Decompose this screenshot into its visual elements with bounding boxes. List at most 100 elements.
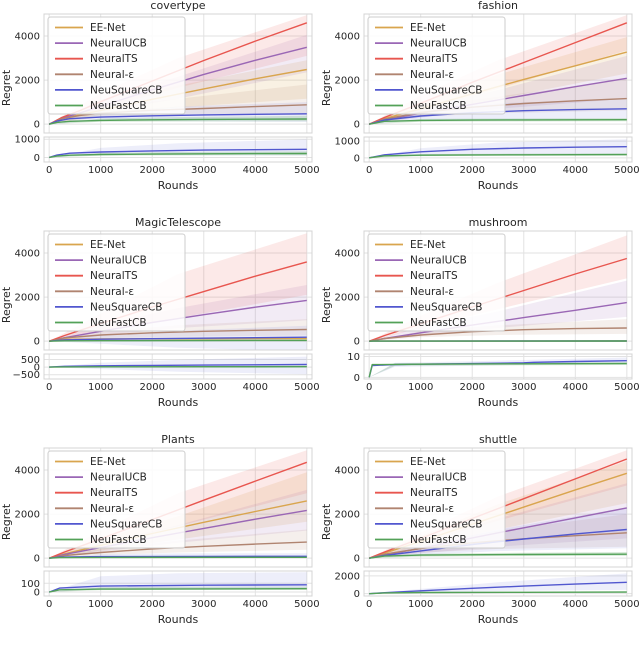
chart-svg-mushroom: 0 2000 4000 0 10 0 1000 2000 3000 4000 5000 mushroo… — [320, 216, 640, 409]
x-tick-label: 0 — [46, 382, 52, 393]
x-tick-label: 3000 — [511, 382, 536, 393]
legend: EE-Net NeuralUCB NeuralTS Neural-ε NeuSquare… — [367, 450, 506, 549]
x-tick-label: 1000 — [88, 165, 113, 176]
sub-plot-frame — [363, 353, 633, 380]
y-axis-label: Regret — [0, 69, 13, 106]
series-line-NeuFastCB — [49, 587, 307, 593]
series-line-Neural-ε — [369, 327, 627, 342]
main-lines-group — [368, 257, 628, 342]
legend-label-NeuralUCB: NeuralUCB — [90, 472, 147, 484]
legend-label-NeuralTS: NeuralTS — [90, 270, 138, 282]
x-tick-label: 0 — [366, 165, 372, 176]
confidence-band-NeuSquareCB — [49, 572, 307, 593]
sub-plot-frame — [43, 353, 313, 380]
legend: EE-Net NeuralUCB NeuralTS Neural-ε NeuSquare… — [47, 450, 186, 549]
legend-label-Neural-ε: Neural-ε — [410, 503, 454, 515]
main-y-tick-label: 2000 — [15, 76, 40, 87]
main-y-tick-label: 2000 — [15, 293, 40, 304]
y-axis-label: Regret — [320, 286, 333, 323]
legend-label-Neural-ε: Neural-ε — [90, 286, 134, 298]
x-axis-label: Rounds — [478, 396, 519, 409]
main-y-tick-label: 0 — [354, 554, 360, 565]
x-tick-label: 1000 — [408, 599, 433, 610]
x-tick-label: 4000 — [563, 165, 588, 176]
sub-y-tick-label: 2000 — [335, 571, 360, 582]
series-line-NeuFastCB — [369, 553, 627, 559]
x-tick-label: 4000 — [243, 382, 268, 393]
main-plot-frame — [43, 447, 313, 568]
main-y-tick-label: 0 — [34, 120, 40, 131]
series-line-NeuFastCB — [369, 591, 627, 595]
sub-y-tick-label: 0 — [34, 153, 40, 164]
x-tick-label: 2000 — [460, 599, 485, 610]
y-axis-label: Regret — [0, 286, 13, 323]
panel-mushroom: 0 2000 4000 0 10 0 1000 2000 3000 4000 5000 mushroo… — [320, 216, 640, 435]
sub-y-tick-label: 500 — [21, 355, 40, 366]
legend-label-NeuralTS: NeuralTS — [90, 487, 138, 499]
y-axis-label: Regret — [320, 69, 333, 106]
legend-label-NeuFastCB: NeuFastCB — [90, 534, 147, 546]
sub-y-tick-label: 100 — [21, 579, 40, 590]
x-tick-label: 5000 — [294, 382, 319, 393]
main-plot-frame — [43, 13, 313, 134]
chart-svg-covertype: 0 2000 4000 0 1000 0 1000 2000 3000 4000 5000 cover… — [0, 0, 320, 192]
legend-label-Neural-ε: Neural-ε — [410, 286, 454, 298]
legend-label-NeuSquareCB: NeuSquareCB — [90, 301, 162, 313]
main-y-tick-label: 0 — [354, 337, 360, 348]
x-tick-label: 0 — [366, 382, 372, 393]
x-tick-label: 2000 — [140, 599, 165, 610]
main-y-tick-label: 4000 — [335, 466, 360, 477]
legend: EE-Net NeuralUCB NeuralTS Neural-ε NeuSquare… — [367, 233, 506, 332]
legend-label-NeuFastCB: NeuFastCB — [410, 317, 467, 329]
legend-label-NeuFastCB: NeuFastCB — [410, 534, 467, 546]
x-tick-label: 4000 — [563, 382, 588, 393]
main-y-tick-label: 2000 — [335, 293, 360, 304]
x-axis-label: Rounds — [158, 396, 199, 409]
sub-y-tick-label: 0 — [34, 588, 40, 599]
legend-label-NeuralUCB: NeuralUCB — [410, 472, 467, 484]
y-axis-label: Regret — [0, 503, 13, 540]
legend-label-EE-Net: EE-Net — [410, 456, 446, 468]
x-tick-label: 2000 — [140, 382, 165, 393]
sub-plot-frame — [43, 570, 313, 597]
series-line-NeuFastCB — [369, 118, 627, 125]
sub-lines-group — [48, 584, 307, 593]
sub-y-tick-label: 0 — [34, 363, 40, 374]
main-lines-group — [368, 458, 628, 559]
sub-y-tick-label: 1000 — [335, 137, 360, 148]
x-tick-label: 1000 — [408, 382, 433, 393]
legend-label-NeuralTS: NeuralTS — [410, 53, 458, 65]
panel-title: mushroom — [469, 217, 528, 229]
series-line-NeuSquareCB — [48, 148, 307, 159]
confidence-band-NeuSquareCB — [369, 573, 627, 594]
sub-y-tick-label: 10 — [347, 352, 360, 363]
panel-title: MagicTelescope — [135, 217, 221, 229]
sub-lines-group — [369, 146, 627, 159]
x-tick-label: 2000 — [460, 382, 485, 393]
panel-MagicTelescope: 0 2000 4000 −500 0 500 0 1000 2000 3000 4000 5000 Ma… — [0, 216, 320, 435]
sub-lines-group — [368, 360, 627, 378]
legend-label-NeuSquareCB: NeuSquareCB — [410, 84, 482, 96]
legend-label-EE-Net: EE-Net — [90, 239, 126, 251]
x-tick-label: 4000 — [243, 165, 268, 176]
series-line-Neural-ε — [49, 328, 307, 342]
x-axis-label: Rounds — [158, 179, 199, 192]
series-line-NeuFastCB — [49, 118, 307, 125]
legend: EE-Net NeuralUCB NeuralTS Neural-ε NeuSquare… — [367, 16, 506, 115]
panel-title: covertype — [150, 0, 205, 12]
sub-plot-frame — [363, 136, 633, 163]
main-y-tick-label: 2000 — [15, 510, 40, 521]
legend-label-EE-Net: EE-Net — [410, 22, 446, 34]
main-y-tick-label: 0 — [354, 120, 360, 131]
series-line-NeuFastCB — [368, 362, 627, 378]
x-axis-label: Rounds — [158, 613, 199, 626]
series-line-Neural-ε — [49, 541, 307, 559]
legend-label-Neural-ε: Neural-ε — [90, 503, 134, 515]
x-tick-label: 1000 — [88, 599, 113, 610]
legend-label-NeuFastCB: NeuFastCB — [90, 100, 147, 112]
main-y-tick-label: 0 — [34, 554, 40, 565]
chart-svg-shuttle: 0 2000 4000 0 2000 0 1000 2000 3000 4000 5000 shutt… — [320, 433, 640, 626]
x-tick-label: 5000 — [614, 599, 639, 610]
legend-label-NeuSquareCB: NeuSquareCB — [410, 301, 482, 313]
